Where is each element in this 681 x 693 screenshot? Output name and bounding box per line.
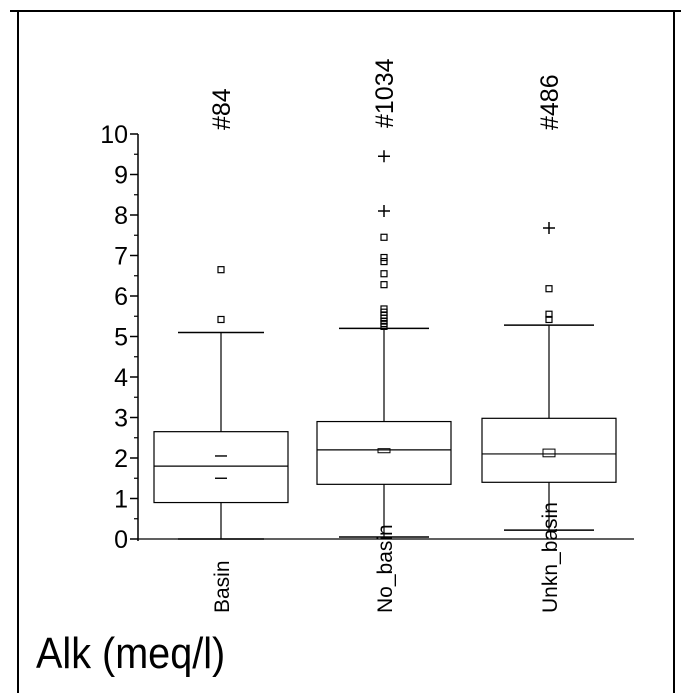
- outlier-point: [380, 253, 388, 262]
- y-tick-label: 0: [114, 526, 128, 554]
- outlier-point: [380, 305, 388, 313]
- outlier-point: [545, 315, 553, 324]
- y-tick-label: 7: [114, 243, 128, 271]
- frame-top-border: [10, 10, 681, 12]
- box-group-no-basin: [316, 150, 452, 538]
- box-series: [153, 150, 617, 540]
- outlier-point: [380, 270, 388, 278]
- outlier-point: [217, 266, 225, 274]
- y-axis: 0 1 2 3 4 5 6 7 8 9 10: [100, 121, 139, 554]
- y-tick-label: 1: [114, 486, 128, 514]
- outlier-point: [217, 315, 225, 324]
- y-tick-label: 9: [114, 162, 128, 190]
- outlier-point: [545, 310, 553, 318]
- far-outlier-point: [378, 204, 390, 217]
- category-labels: #84 Basin #1034 No_basin #486 Unkn_basin: [208, 58, 564, 613]
- category-label: Unkn_basin: [539, 502, 562, 613]
- iqr-box: [153, 431, 289, 504]
- outlier-point: [545, 285, 553, 293]
- outlier-point: [380, 233, 388, 241]
- box-group-unkn-basin: [481, 221, 617, 531]
- count-label: #486: [536, 74, 564, 130]
- iqr-box: [316, 420, 452, 485]
- count-label: #1034: [371, 58, 399, 128]
- far-outlier-point: [543, 221, 555, 234]
- frame-left-border: [17, 10, 19, 693]
- far-outlier-point: [378, 150, 390, 163]
- frame-right-border: [673, 10, 675, 693]
- chart-title: Alk (meq/l): [36, 629, 226, 678]
- y-tick-label: 2: [114, 445, 128, 473]
- mean-ci-marker: [542, 448, 556, 458]
- y-tick-label: 3: [114, 405, 128, 433]
- y-tick-label: 6: [114, 283, 128, 311]
- count-label: #84: [208, 88, 236, 130]
- category-label: Basin: [211, 560, 234, 613]
- y-tick-label: 4: [114, 364, 128, 392]
- outlier-point: [380, 281, 388, 289]
- y-tick-label: 5: [114, 324, 128, 352]
- outlier-point: [380, 257, 388, 266]
- box-group-basin: [153, 266, 289, 540]
- category-label: No_basin: [374, 524, 397, 613]
- iqr-box: [481, 417, 617, 483]
- y-tick-label: 8: [114, 202, 128, 230]
- y-tick-label: 10: [100, 121, 128, 149]
- mean-ci-marker: [377, 448, 391, 454]
